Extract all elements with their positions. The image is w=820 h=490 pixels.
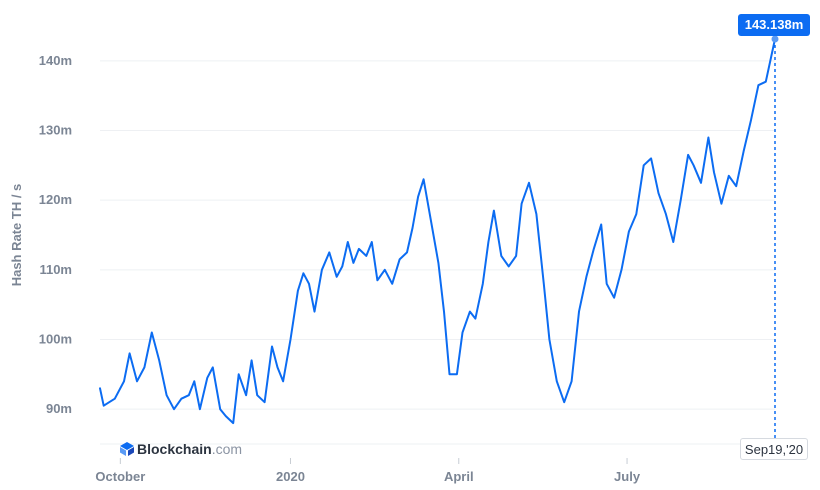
last-date-label: Sep19,'20 (740, 438, 808, 460)
y-tick-label: 100m (39, 332, 72, 347)
y-axis-title: Hash Rate TH / s (9, 184, 24, 287)
y-tick-label: 90m (46, 401, 72, 416)
x-axis-ticks: October 2020 April July (95, 458, 641, 484)
watermark-brand: Blockchain (137, 441, 212, 457)
y-tick-label: 130m (39, 123, 72, 138)
y-tick-label: 140m (39, 53, 72, 68)
x-tick-label: April (444, 469, 474, 484)
last-value-marker-dot[interactable] (771, 35, 779, 43)
last-value-tooltip: 143.138m (738, 14, 810, 36)
watermark-suffix: .com (211, 441, 243, 457)
gridlines (100, 60, 775, 445)
series-layer (99, 38, 776, 425)
hashrate-series-line (99, 38, 776, 425)
y-axis-ticks: 90m 100m 110m 120m 130m 140m (39, 53, 72, 416)
x-tick-label: October (95, 469, 145, 484)
x-tick-label: July (614, 469, 641, 484)
blockchain-logo-icon (120, 442, 134, 456)
y-tick-label: 120m (39, 192, 72, 207)
y-tick-label: 110m (39, 262, 72, 277)
blockchain-watermark: Blockchain .com (120, 440, 242, 458)
x-tick-label: 2020 (276, 469, 305, 484)
